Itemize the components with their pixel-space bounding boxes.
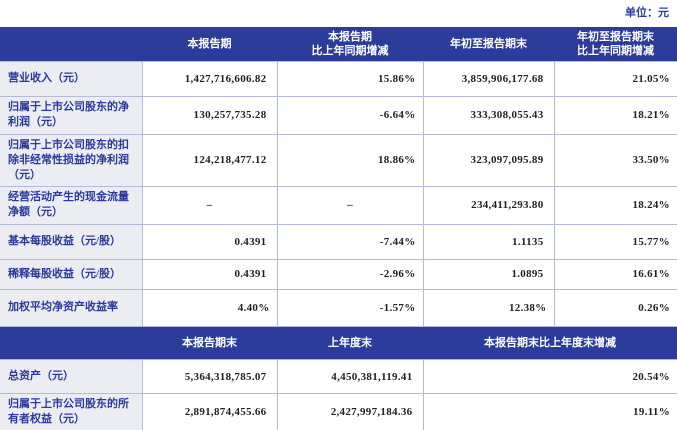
cell-value: -2.96% <box>276 258 424 290</box>
cell-value: 18.21% <box>553 95 677 135</box>
cell-value: 4.40% <box>141 288 278 327</box>
table-row: 经营活动产生的现金流量净额（元） – – 234,411,293.80 18.2… <box>0 185 677 225</box>
row-label-net-profit: 归属于上市公司股东的净利润（元） <box>0 95 143 135</box>
cell-value: -6.64% <box>276 95 424 135</box>
table1-header-ytd-yoy-line1: 年初至报告期末 <box>577 30 654 43</box>
table1-header-yoy-line1: 本报告期 <box>328 30 372 43</box>
cell-value: 33.50% <box>553 133 677 187</box>
cell-value: 18.24% <box>553 185 677 225</box>
cell-value: – <box>276 185 424 225</box>
table2-header-prev-year-end: 上年度末 <box>277 326 423 360</box>
cell-value: -1.57% <box>276 288 424 327</box>
table1-header-ytd-yoy: 年初至报告期末 比上年同期增减 <box>554 27 677 61</box>
cell-value: 1.0895 <box>422 258 555 290</box>
cell-value: -7.44% <box>276 223 424 260</box>
table-row: 基本每股收益（元/股） 0.4391 -7.44% 1.1135 15.77% <box>0 223 677 260</box>
cell-value: 21.05% <box>553 60 677 97</box>
table1-header-ytd-yoy-line2: 比上年同期增减 <box>577 44 654 57</box>
table1-header-row: 本报告期 本报告期 比上年同期增减 年初至报告期末 年初至报告期末 比上年同期增… <box>0 27 677 61</box>
table2-header-period-end: 本报告期末 <box>142 326 277 360</box>
cell-value: – <box>141 185 278 225</box>
row-label-diluted-eps: 稀释每股收益（元/股） <box>0 258 143 290</box>
table-row: 加权平均净资产收益率 4.40% -1.57% 12.38% 0.26% <box>0 288 677 327</box>
table-row: 营业收入（元） 1,427,716,606.82 15.86% 3,859,90… <box>0 60 677 97</box>
unit-label: 单位：元 <box>625 7 669 19</box>
cell-value: 20.54% <box>422 359 677 394</box>
cell-value: 1.1135 <box>422 223 555 260</box>
cell-value: 18.86% <box>276 133 424 187</box>
table2-header-row: 本报告期末 上年度末 本报告期末比上年度末增减 <box>0 326 677 360</box>
unit-row: 单位：元 <box>0 0 677 27</box>
row-label-operating-cash-flow: 经营活动产生的现金流量净额（元） <box>0 185 143 225</box>
table-row: 归属于上市公司股东的扣除非经常性损益的净利润（元） 124,218,477.12… <box>0 133 677 187</box>
table2-header-change: 本报告期末比上年度末增减 <box>423 326 677 360</box>
table-row: 归属于上市公司股东的净利润（元） 130,257,735.28 -6.64% 3… <box>0 95 677 135</box>
cell-value: 0.26% <box>553 288 677 327</box>
row-label-total-assets: 总资产（元） <box>0 359 143 394</box>
table1-header-ytd: 年初至报告期末 <box>423 27 554 61</box>
key-indicators-table: 本报告期 本报告期 比上年同期增减 年初至报告期末 年初至报告期末 比上年同期增… <box>0 27 677 327</box>
table1-header-yoy-line2: 比上年同期增减 <box>311 44 389 57</box>
row-label-operating-revenue: 营业收入（元） <box>0 60 143 97</box>
cell-value: 0.4391 <box>141 223 278 260</box>
table-row: 稀释每股收益（元/股） 0.4391 -2.96% 1.0895 16.61% <box>0 258 677 290</box>
table2-header-label-spacer <box>0 326 142 360</box>
cell-value: 3,859,906,177.68 <box>422 60 555 97</box>
cell-value: 130,257,735.28 <box>141 95 278 135</box>
cell-value: 124,218,477.12 <box>141 133 278 187</box>
cell-value: 234,411,293.80 <box>422 185 555 225</box>
cell-value: 12.38% <box>422 288 555 327</box>
table1-header-label-spacer <box>0 27 142 61</box>
table1-header-current-period: 本报告期 <box>142 27 277 61</box>
cell-value: 19.11% <box>422 393 677 430</box>
cell-value: 1,427,716,606.82 <box>141 60 278 97</box>
table-row: 总资产（元） 5,364,318,785.07 4,450,381,119.41… <box>0 359 677 394</box>
cell-value: 333,308,055.43 <box>422 95 555 135</box>
table1-header-yoy-change: 本报告期 比上年同期增减 <box>277 27 423 61</box>
cell-value: 4,450,381,119.41 <box>276 359 424 394</box>
cell-value: 15.86% <box>276 60 424 97</box>
row-label-weighted-avg-roe: 加权平均净资产收益率 <box>0 288 143 327</box>
cell-value: 2,891,874,455.66 <box>141 393 278 430</box>
cell-value: 2,427,997,184.36 <box>276 393 424 430</box>
row-label-equity-attributable: 归属于上市公司股东的所有者权益（元） <box>0 393 143 430</box>
cell-value: 323,097,095.89 <box>422 133 555 187</box>
cell-value: 5,364,318,785.07 <box>141 359 278 394</box>
balance-items-table: 本报告期末 上年度末 本报告期末比上年度末增减 总资产（元） 5,364,318… <box>0 326 677 430</box>
cell-value: 15.77% <box>553 223 677 260</box>
table-row: 归属于上市公司股东的所有者权益（元） 2,891,874,455.66 2,42… <box>0 393 677 430</box>
row-label-basic-eps: 基本每股收益（元/股） <box>0 223 143 260</box>
cell-value: 16.61% <box>553 258 677 290</box>
row-label-net-profit-excl-nonrecurring: 归属于上市公司股东的扣除非经常性损益的净利润（元） <box>0 133 143 187</box>
cell-value: 0.4391 <box>141 258 278 290</box>
